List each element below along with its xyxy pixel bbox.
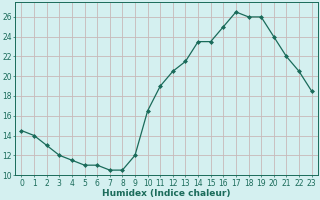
X-axis label: Humidex (Indice chaleur): Humidex (Indice chaleur) (102, 189, 231, 198)
